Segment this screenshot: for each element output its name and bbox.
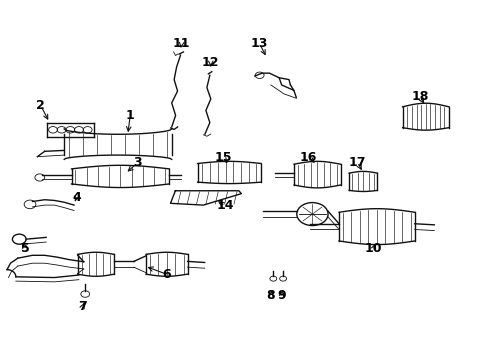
Text: 12: 12 bbox=[202, 56, 220, 69]
Text: 8: 8 bbox=[267, 289, 275, 302]
Text: 2: 2 bbox=[36, 99, 45, 112]
Text: 11: 11 bbox=[173, 36, 190, 50]
Text: 3: 3 bbox=[133, 156, 142, 169]
Text: 6: 6 bbox=[163, 268, 171, 281]
Text: 15: 15 bbox=[214, 151, 232, 164]
Text: 13: 13 bbox=[251, 37, 269, 50]
Text: 9: 9 bbox=[277, 289, 286, 302]
Text: 4: 4 bbox=[72, 192, 81, 204]
Text: 17: 17 bbox=[348, 156, 366, 168]
Text: 1: 1 bbox=[126, 109, 135, 122]
Text: 14: 14 bbox=[217, 199, 234, 212]
Text: 5: 5 bbox=[21, 242, 29, 255]
Text: 10: 10 bbox=[365, 242, 382, 255]
Text: 18: 18 bbox=[411, 90, 429, 103]
Text: 16: 16 bbox=[300, 151, 317, 164]
Text: 7: 7 bbox=[78, 300, 87, 313]
